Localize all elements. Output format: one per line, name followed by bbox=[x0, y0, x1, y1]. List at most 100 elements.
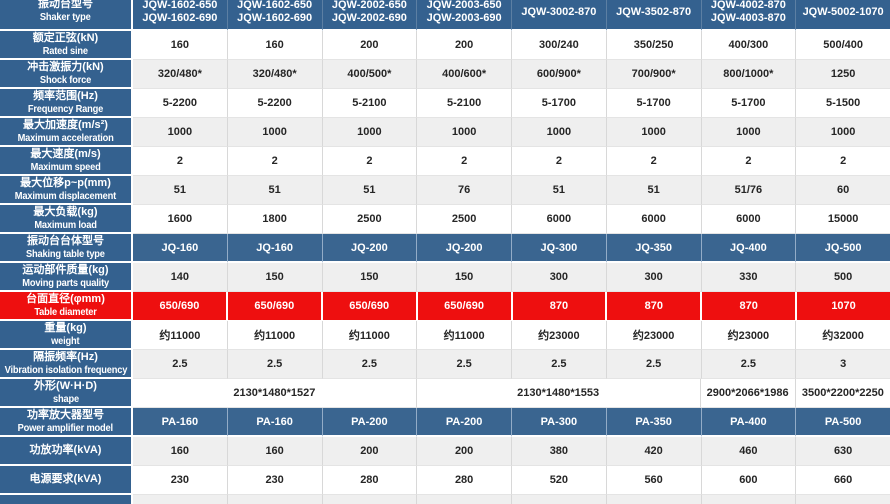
table-cell: 280 bbox=[322, 466, 418, 495]
table-cell: 5-2100 bbox=[417, 89, 512, 118]
table-cell: 2.5 bbox=[322, 350, 418, 379]
row-label-en: Shaking table type bbox=[26, 248, 105, 260]
table-cell: 约11000 bbox=[227, 321, 323, 350]
table-cell: 150 bbox=[417, 263, 512, 292]
table-row-shape: 外形(W·H·D) shape 2130*1480*1527 2130*1480*15… bbox=[0, 379, 890, 408]
table-cell: JQ-350 bbox=[606, 234, 702, 263]
table-cell: 300 bbox=[512, 263, 607, 292]
table-cell: 600/900* bbox=[512, 60, 607, 89]
table-cell-span: 2130*1480*1553 bbox=[416, 379, 701, 408]
row-label-table-diameter: 台面直径(φmm) Table diameter bbox=[0, 292, 133, 321]
row-label-max-acceleration: 最大加速度(m/s²) Maximum acceleration bbox=[0, 118, 133, 147]
table-cell: 约11000 bbox=[322, 321, 418, 350]
table-cell bbox=[417, 495, 512, 504]
model-name-line: JQW-3502-870 bbox=[616, 5, 692, 18]
table-cell: 1000 bbox=[606, 118, 702, 147]
row-label-zh: 重量(kg) bbox=[44, 321, 87, 334]
table-cell: 1000 bbox=[227, 118, 323, 147]
model-name: JQW-2002-650 JQW-2002-690 bbox=[323, 0, 417, 29]
table-cell: JQ-160 bbox=[133, 234, 228, 263]
table-cell: JQ-400 bbox=[701, 234, 797, 263]
table-cell bbox=[227, 495, 323, 504]
model-name: JQW-4002-870 JQW-4003-870 bbox=[702, 0, 796, 29]
row-label-zh: 最大加速度(m/s²) bbox=[23, 118, 108, 131]
table-cell: 560 bbox=[606, 466, 702, 495]
model-name: JQW-3502-870 bbox=[607, 0, 701, 29]
table-cell: 870 bbox=[702, 292, 798, 321]
table-cell: 2 bbox=[227, 147, 323, 176]
table-cell: 6000 bbox=[701, 205, 797, 234]
model-name-line: JQW-1602-690 bbox=[237, 12, 313, 24]
table-cell: PA-160 bbox=[133, 408, 228, 437]
table-cell bbox=[322, 495, 418, 504]
table-cell: 5-1700 bbox=[701, 89, 797, 118]
row-label-max-displacement: 最大位移p~p(mm) Maximum displacement bbox=[0, 176, 133, 205]
header-cell-model-4: JQW-2003-650 JQW-2003-690 bbox=[417, 0, 512, 31]
model-name-line: JQW-3002-870 bbox=[521, 5, 597, 18]
table-row-weight: 重量(kg) weight 约11000 约11000 约11000 约11000 约230… bbox=[0, 321, 890, 350]
table-cell: 3 bbox=[796, 350, 890, 379]
table-cell: 160 bbox=[133, 31, 228, 60]
header-cell-model-6: JQW-3502-870 bbox=[606, 0, 702, 31]
table-cell: JQ-200 bbox=[322, 234, 418, 263]
table-cell: 320/480* bbox=[133, 60, 228, 89]
row-label-zh: 台面直径(φmm) bbox=[26, 292, 105, 305]
table-cell: 320/480* bbox=[227, 60, 323, 89]
table-cell: 300 bbox=[606, 263, 702, 292]
table-row-moving-parts-quality: 运动部件质量(kg) Moving parts quality 140 150 150 1… bbox=[0, 263, 890, 292]
table-cell: JQ-500 bbox=[796, 234, 890, 263]
table-cell: PA-400 bbox=[701, 408, 797, 437]
header-cell-model-2: JQW-1602-650 JQW-1602-690 bbox=[227, 0, 323, 31]
row-label-clipped-bottom-row bbox=[0, 495, 133, 504]
table-cell: 约23000 bbox=[701, 321, 797, 350]
model-name: JQW-1602-650 JQW-1602-690 bbox=[228, 0, 322, 29]
table-cell: 520 bbox=[512, 466, 607, 495]
table-cell: 500/400 bbox=[796, 31, 890, 60]
table-cell: 51 bbox=[512, 176, 607, 205]
table-cell: 200 bbox=[417, 31, 512, 60]
table-cell: 600 bbox=[701, 466, 797, 495]
table-cell: 160 bbox=[227, 437, 323, 466]
table-cell: 870 bbox=[512, 292, 608, 321]
table-row-table-diameter: 台面直径(φmm) Table diameter 650/690 650/690 650… bbox=[0, 292, 890, 321]
table-cell: 6000 bbox=[606, 205, 702, 234]
table-cell: 330 bbox=[701, 263, 797, 292]
table-cell: 5-2200 bbox=[133, 89, 228, 118]
table-cell: 630 bbox=[796, 437, 890, 466]
table-cell: 280 bbox=[417, 466, 512, 495]
table-cell: 160 bbox=[133, 437, 228, 466]
table-cell: 460 bbox=[701, 437, 797, 466]
row-label-en: Shock force bbox=[39, 74, 92, 86]
table-cell bbox=[512, 495, 607, 504]
row-label-en: Power amplifier model bbox=[17, 422, 114, 434]
table-cell: PA-200 bbox=[322, 408, 418, 437]
row-label-zh: 功放功率(kVA) bbox=[29, 444, 102, 456]
model-name: JQW-2003-650 JQW-2003-690 bbox=[417, 0, 511, 29]
table-cell: 2 bbox=[512, 147, 607, 176]
table-row-power-amplifier-model: 功率放大器型号 Power amplifier model PA-160 PA-160… bbox=[0, 408, 890, 437]
table-row-frequency-range: 频率范围(Hz) Frequency Range 5-2200 5-2200 5-210… bbox=[0, 89, 890, 118]
table-cell: 5-2200 bbox=[227, 89, 323, 118]
table-header-row: 振动台型号 Shaker type JQW-1602-650 JQW-1602-690… bbox=[0, 0, 890, 31]
table-cell: 51/76 bbox=[701, 176, 797, 205]
table-cell: 230 bbox=[133, 466, 228, 495]
table-cell: 160 bbox=[227, 31, 323, 60]
table-cell: 51 bbox=[606, 176, 702, 205]
table-cell: 200 bbox=[322, 437, 418, 466]
model-name-line: JQW-1602-650 bbox=[142, 0, 218, 11]
row-label-en: shape bbox=[52, 393, 79, 405]
row-label-zh: 额定正弦(kN) bbox=[32, 31, 99, 44]
table-cell: 5-1500 bbox=[796, 89, 890, 118]
table-cell: 2 bbox=[417, 147, 512, 176]
row-label-amplifier-power: 功放功率(kVA) bbox=[0, 437, 133, 466]
table-row-vibration-isolation-frequency: 隔振频率(Hz) Vibration isolation frequency 2.5… bbox=[0, 350, 890, 379]
table-cell-span: 2130*1480*1527 bbox=[133, 379, 417, 408]
table-cell-span: 2900*2066*1986 bbox=[700, 379, 796, 408]
row-label-en: Maximum acceleration bbox=[17, 132, 114, 144]
row-label-vibration-isolation-frequency: 隔振频率(Hz) Vibration isolation frequency bbox=[0, 350, 133, 379]
row-label-max-load: 最大负载(kg) Maximum load bbox=[0, 205, 133, 234]
header-label-text: 振动台型号 Shaker type bbox=[38, 0, 93, 29]
table-cell: 400/600* bbox=[417, 60, 512, 89]
row-label-zh: 电源要求(kVA) bbox=[29, 473, 102, 485]
table-cell: 2.5 bbox=[512, 350, 607, 379]
